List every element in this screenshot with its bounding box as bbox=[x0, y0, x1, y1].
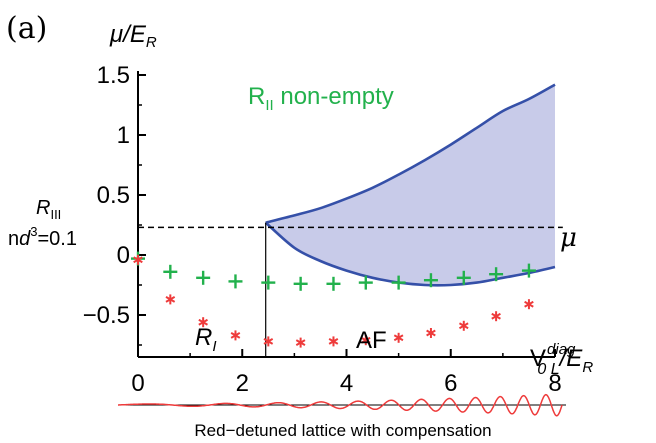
y-axis-label: μ/ER bbox=[109, 21, 157, 51]
plus-marker bbox=[326, 276, 341, 291]
y-tick-label: 1.5 bbox=[97, 62, 130, 89]
y-tick-label: −0.5 bbox=[83, 302, 130, 329]
x-axis-label: Vdiag 0 L/ER bbox=[530, 341, 593, 378]
plus-marker bbox=[293, 276, 308, 291]
asterisk-marker bbox=[198, 317, 208, 328]
asterisk-marker bbox=[133, 254, 143, 265]
r-i-label: RI bbox=[195, 324, 217, 355]
asterisk-marker bbox=[458, 320, 469, 331]
x-tick-label: 0 bbox=[131, 370, 144, 397]
r-iii-label: RIII bbox=[36, 197, 61, 222]
asterisk-marker bbox=[426, 328, 436, 338]
asterisk-marker bbox=[165, 294, 176, 305]
plus-marker bbox=[163, 264, 178, 279]
asterisk-marker bbox=[295, 337, 306, 348]
r-ii-label: RII non-empty bbox=[248, 83, 394, 114]
plus-marker bbox=[521, 263, 536, 278]
asterisk-marker bbox=[360, 335, 371, 346]
plus-marker bbox=[196, 270, 211, 285]
lattice-wave-icon bbox=[118, 393, 563, 417]
plus-marker bbox=[391, 275, 406, 290]
asterisk-marker bbox=[230, 330, 241, 341]
r-ii-region bbox=[265, 84, 555, 286]
asterisk-marker bbox=[524, 299, 534, 310]
x-ticks: 0 2 4 6 8 bbox=[131, 349, 562, 397]
asterisk-marker bbox=[263, 336, 274, 347]
y-tick-label: 0 bbox=[117, 242, 130, 269]
plus-marker bbox=[228, 274, 243, 289]
af-label: AF bbox=[356, 327, 387, 354]
plus-marker bbox=[456, 270, 471, 285]
plus-marker bbox=[261, 275, 276, 290]
plus-marker bbox=[489, 267, 504, 282]
density-label: nd3=0.1 bbox=[8, 224, 77, 250]
asterisk-marker bbox=[491, 311, 501, 322]
asterisk-marker bbox=[393, 332, 404, 343]
lower-boundary-curve bbox=[264, 221, 556, 287]
y-ticks: 1.5 1 0.5 0 −0.5 bbox=[83, 62, 146, 346]
upper-boundary-curve bbox=[265, 83, 556, 224]
x-tick-label: 2 bbox=[236, 370, 249, 397]
x-tick-label: 6 bbox=[444, 370, 457, 397]
y-tick-label: 0.5 bbox=[97, 182, 130, 209]
asterisk-marker bbox=[328, 336, 339, 347]
x-tick-label: 8 bbox=[548, 370, 561, 397]
plus-marker bbox=[423, 273, 438, 288]
data-markers bbox=[131, 251, 536, 348]
plus-marker bbox=[358, 275, 373, 290]
y-tick-label: 1 bbox=[117, 122, 130, 149]
mu-label: μ bbox=[560, 223, 577, 253]
caption: Red−detuned lattice with compensation bbox=[194, 421, 491, 440]
x-tick-label: 4 bbox=[340, 370, 353, 397]
panel-label: (a) bbox=[6, 11, 47, 46]
